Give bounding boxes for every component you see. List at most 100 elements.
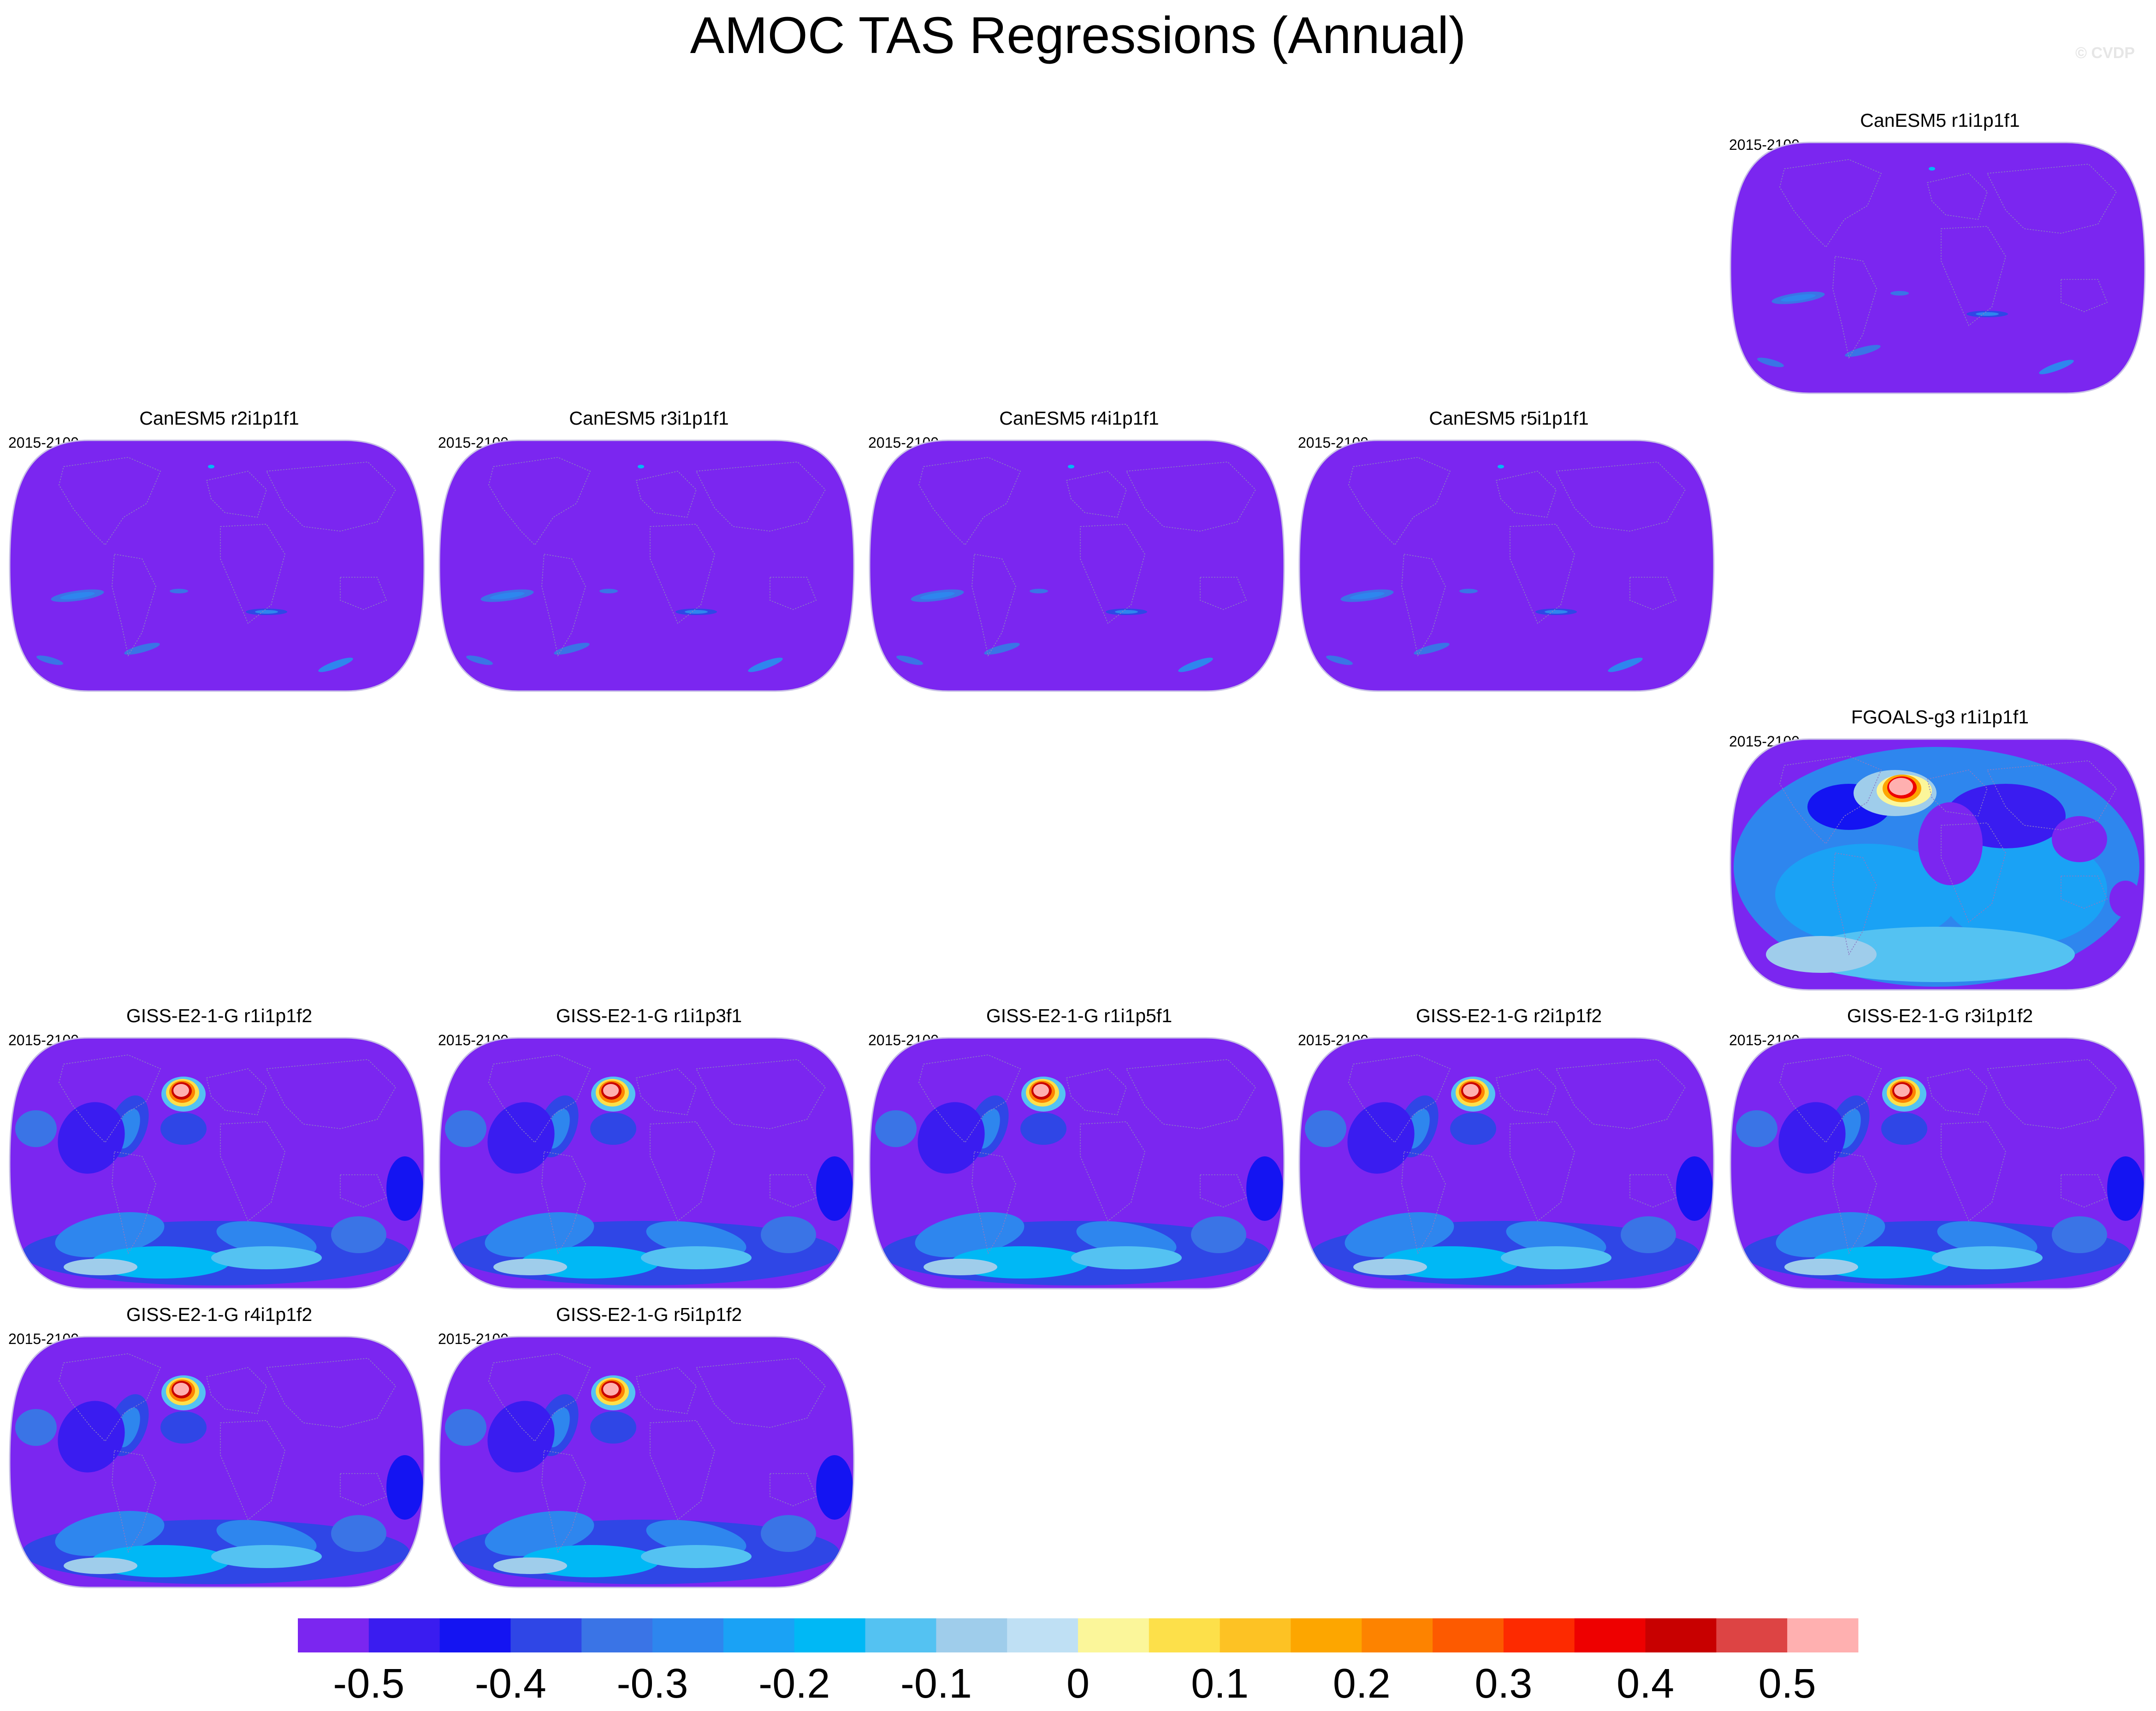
continent-outline xyxy=(1125,1059,1256,1129)
continent-outline xyxy=(636,471,697,518)
colorbar-tick-label: 0.4 xyxy=(1617,1661,1674,1707)
anomaly-contour xyxy=(331,1515,386,1552)
colorbar-swatch xyxy=(368,1618,440,1652)
anomaly-contour xyxy=(1347,1102,1415,1174)
map-panel: CanESM5 r2i1p1f1 2015-2100 xyxy=(8,407,430,693)
continent-outline xyxy=(971,554,1016,657)
anomaly-contour xyxy=(1781,294,1816,302)
anomaly-contour xyxy=(1784,1259,1858,1275)
anomaly-contour xyxy=(60,592,95,599)
map-field xyxy=(1730,142,2145,393)
continent-outline xyxy=(220,1121,285,1222)
map-field xyxy=(870,1038,1284,1289)
continent-outline xyxy=(695,462,826,532)
anomaly-contour xyxy=(1178,657,1213,672)
continent-outline xyxy=(650,524,715,624)
colorbar-swatch xyxy=(1220,1618,1291,1652)
anomaly-contour xyxy=(1941,835,2107,945)
map-plot xyxy=(1730,1037,2146,1290)
map-background xyxy=(870,440,1284,691)
panel-title: GISS-E2-1-G r2i1p1f2 xyxy=(1416,1005,1602,1026)
map-outline xyxy=(438,1336,855,1588)
panel-title: CanESM5 r2i1p1f1 xyxy=(139,408,299,429)
map-plot xyxy=(869,439,1285,692)
anomaly-contour xyxy=(1463,1084,1479,1097)
colorbar-tick-label: -0.4 xyxy=(475,1661,546,1707)
anomaly-contour xyxy=(36,655,64,665)
continent-outline xyxy=(1125,462,1256,532)
continent-outline xyxy=(1941,226,2006,326)
panel-title: GISS-E2-1-G r4i1p1f2 xyxy=(126,1304,313,1325)
anomaly-contour xyxy=(1353,1259,1427,1275)
continent-outline xyxy=(2061,279,2108,312)
continent-outline xyxy=(650,1121,715,1222)
anomaly-contour xyxy=(761,1216,816,1253)
continent-outline xyxy=(918,457,1021,546)
anomaly-contour xyxy=(493,1557,567,1574)
continent-outline xyxy=(1200,577,1247,610)
anomaly-contour xyxy=(1068,465,1074,468)
colorbar-swatch xyxy=(1433,1618,1504,1652)
panel-title: CanESM5 r4i1p1f1 xyxy=(999,408,1159,429)
continent-outline xyxy=(971,1151,1016,1255)
map-outline xyxy=(438,439,855,692)
continent-outline xyxy=(266,1358,396,1428)
continent-outline xyxy=(112,1450,156,1553)
map-panel: GISS-E2-1-G r4i1p1f2 2015-2100 xyxy=(8,1303,430,1589)
anomaly-contour xyxy=(1545,610,1568,614)
continent-outline xyxy=(1555,462,1686,532)
map-plot xyxy=(1298,439,1715,692)
anomaly-contour xyxy=(599,589,618,593)
map-plot xyxy=(9,1336,425,1588)
anomaly-contour xyxy=(1305,1110,1346,1147)
anomaly-contour xyxy=(64,1259,137,1275)
colorbar-swatch xyxy=(510,1618,582,1652)
anomaly-contour xyxy=(915,1212,1025,1257)
colorbar-tick-label: -0.2 xyxy=(758,1661,830,1707)
panel-title: GISS-E2-1-G r1i1p5f1 xyxy=(986,1005,1173,1026)
anomaly-contour xyxy=(1350,592,1385,599)
map-plot xyxy=(438,1336,855,1588)
continent-outline xyxy=(1510,524,1575,624)
map-outline xyxy=(9,1037,425,1290)
continent-outline xyxy=(488,1353,591,1442)
panel-title: CanESM5 r1i1p1f1 xyxy=(1860,110,2020,131)
continent-outline xyxy=(1832,256,1877,359)
anomaly-contour xyxy=(1890,291,1909,296)
continent-outline xyxy=(1348,1054,1451,1143)
continent-outline xyxy=(220,1420,285,1521)
map-field xyxy=(439,440,854,691)
continent-outline xyxy=(541,1151,586,1255)
continent-outline xyxy=(220,524,285,624)
anomaly-contour xyxy=(816,1455,853,1520)
anomaly-contour xyxy=(493,1259,567,1275)
continent-outline xyxy=(770,577,817,610)
anomaly-contour xyxy=(638,465,644,468)
map-panel: GISS-E2-1-G r2i1p1f2 2015-2100 xyxy=(1298,1004,1720,1290)
anomaly-contour xyxy=(1798,927,2075,982)
continent-outline xyxy=(1496,471,1557,518)
anomaly-contour xyxy=(1736,1110,1777,1147)
continent-outline xyxy=(1986,1059,2117,1129)
colorbar-tick-label: -0.5 xyxy=(333,1661,404,1707)
continent-outline xyxy=(1555,1059,1686,1129)
continent-outline xyxy=(541,554,586,657)
anomaly-contour xyxy=(160,1411,207,1444)
anomaly-contour xyxy=(160,1113,207,1145)
map-panel: GISS-E2-1-G r5i1p1f2 2015-2100 xyxy=(438,1303,860,1589)
map-background xyxy=(1299,440,1714,691)
anomaly-contour xyxy=(816,1156,853,1221)
colorbar-tick-label: 0.3 xyxy=(1475,1661,1532,1707)
continent-outline xyxy=(695,1358,826,1428)
anomaly-contour xyxy=(590,1113,636,1145)
panel-title: GISS-E2-1-G r1i1p3f1 xyxy=(556,1005,742,1026)
anomaly-contour xyxy=(15,1110,57,1147)
anomaly-contour xyxy=(2109,881,2142,918)
map-plot xyxy=(1730,738,2146,991)
anomaly-contour xyxy=(487,1102,555,1174)
continent-outline xyxy=(112,554,156,657)
anomaly-contour xyxy=(2052,816,2107,862)
continent-outline xyxy=(266,462,396,532)
map-background xyxy=(439,440,854,691)
map-field xyxy=(10,1038,424,1289)
